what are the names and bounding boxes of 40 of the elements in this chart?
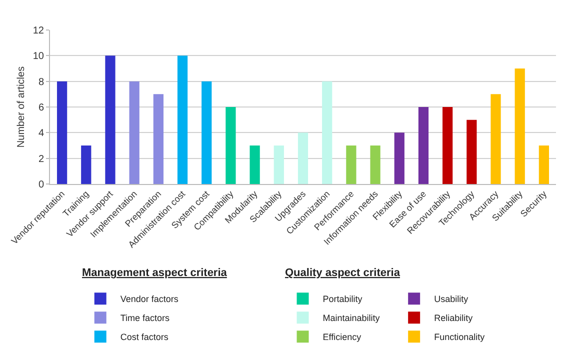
y-tick-label: 10 xyxy=(32,51,44,62)
bar xyxy=(538,146,550,184)
legend-label: Maintainability xyxy=(322,313,380,324)
bar xyxy=(202,81,212,184)
bar xyxy=(226,107,236,184)
bar xyxy=(490,94,501,184)
bar xyxy=(81,146,92,184)
bar xyxy=(105,56,116,184)
y-tick-label: 6 xyxy=(38,102,44,114)
legend-label: Vendor factors xyxy=(120,294,179,304)
y-tick-label: 2 xyxy=(38,154,44,165)
bar xyxy=(394,132,404,184)
bar xyxy=(56,81,68,184)
y-axis-title: Number of articles xyxy=(16,66,27,148)
bar xyxy=(418,107,429,184)
y-tick-label: 0 xyxy=(38,180,44,190)
bar xyxy=(466,120,477,184)
bar xyxy=(250,146,260,184)
text: Management aspect criteria xyxy=(82,267,228,279)
bar xyxy=(298,132,308,184)
legend-label: Usability xyxy=(434,294,469,304)
y-tick-label: 12 xyxy=(32,26,44,36)
legend-label: Reliability xyxy=(434,313,474,324)
legend-label: Functionality xyxy=(434,332,486,342)
text: Quality aspect criteria xyxy=(285,267,401,279)
y-tick-label: 8 xyxy=(38,76,44,88)
bar xyxy=(322,81,332,184)
legend-label: Efficiency xyxy=(322,332,362,342)
legend-label: Portability xyxy=(322,294,363,304)
bar xyxy=(153,94,164,184)
legend-label: Time factors xyxy=(120,313,170,324)
legend-label: Cost factors xyxy=(120,332,169,342)
bar xyxy=(442,107,453,184)
bar xyxy=(370,146,380,184)
bar xyxy=(177,56,188,184)
bar xyxy=(346,146,356,184)
bar xyxy=(514,68,525,184)
bar xyxy=(274,146,284,184)
y-tick-label: 4 xyxy=(38,128,44,140)
bar xyxy=(129,81,140,184)
